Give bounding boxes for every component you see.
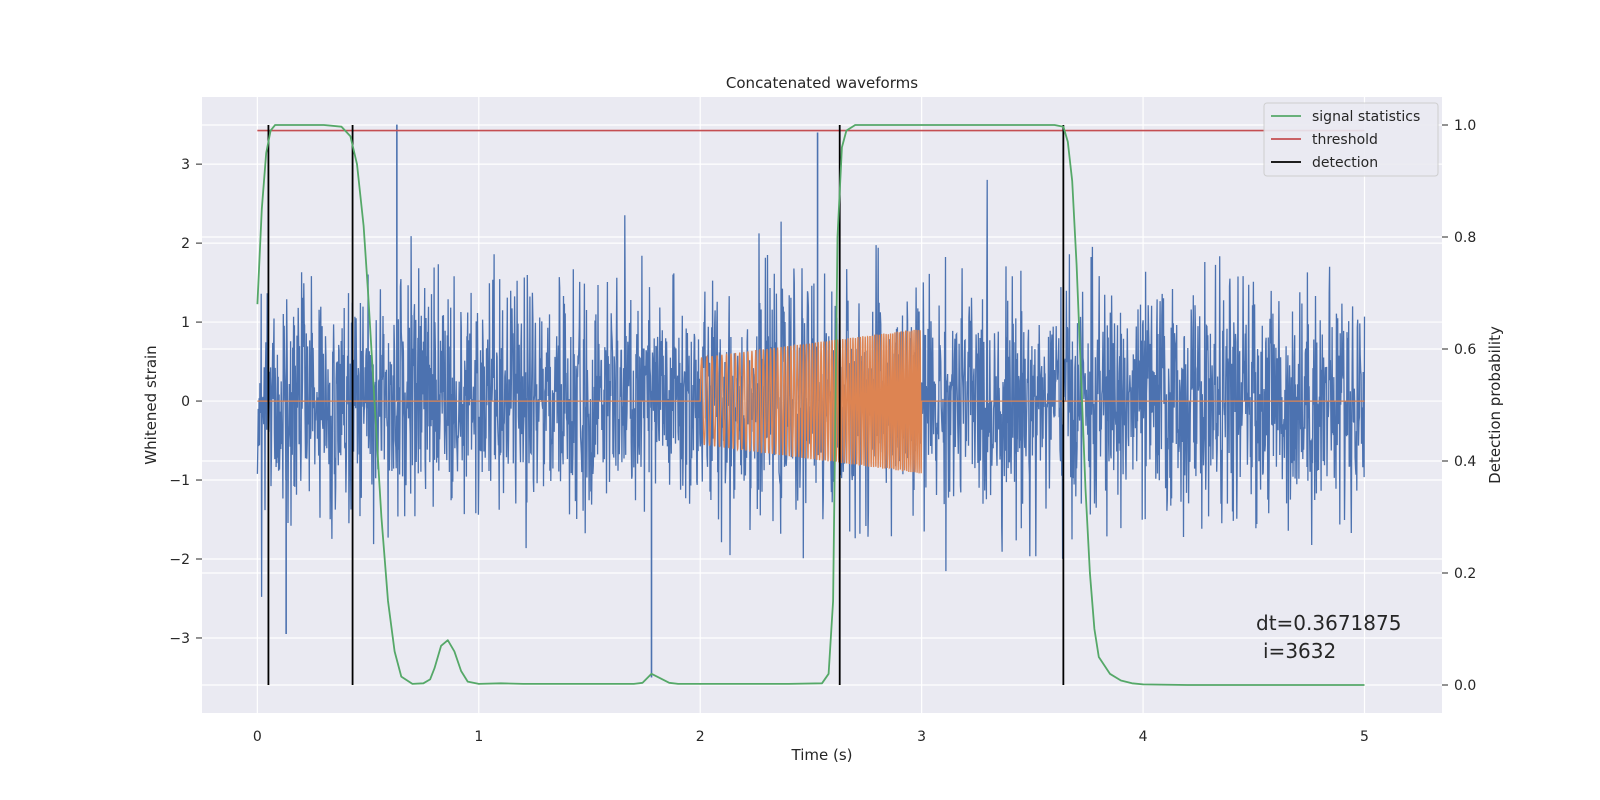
- x-tick-label: 2: [696, 729, 705, 745]
- y2-tick-label: 0.0: [1454, 678, 1476, 694]
- template-waveform-series: [257, 329, 1365, 474]
- y2-tick-label: 0.4: [1454, 454, 1476, 470]
- x-tick-label: 0: [253, 729, 262, 745]
- y-tick-label: 0: [181, 394, 190, 410]
- x-axis-ticks: 0 1 2 3 4 5: [253, 729, 1369, 745]
- y2-tick-label: 0.8: [1454, 230, 1476, 246]
- x-tick-label: 3: [917, 729, 926, 745]
- y-tick-label: −3: [169, 631, 190, 647]
- x-axis-label: Time (s): [791, 746, 853, 764]
- y-axis-label: Whitened strain: [142, 345, 160, 464]
- legend-label-signal-statistics: signal statistics: [1312, 109, 1420, 125]
- legend-label-detection: detection: [1312, 155, 1378, 171]
- y2-axis-ticks: 0.0 0.2 0.4 0.6 0.8 1.0: [1442, 118, 1476, 694]
- y-tick-label: 1: [181, 315, 190, 331]
- y2-axis-label: Detection probability: [1486, 326, 1504, 484]
- x-tick-label: 1: [474, 729, 483, 745]
- y2-tick-label: 0.6: [1454, 342, 1476, 358]
- signal-statistics-series: [256, 124, 1365, 686]
- annotation-i: i=3632: [1263, 639, 1336, 663]
- legend-label-threshold: threshold: [1312, 132, 1378, 148]
- y-tick-label: −1: [169, 473, 190, 489]
- x-tick-label: 5: [1360, 729, 1369, 745]
- legend-box: [1263, 102, 1439, 177]
- y2-tick-label: 1.0: [1454, 118, 1476, 134]
- y2-tick-label: 0.2: [1454, 566, 1476, 582]
- y-tick-label: −2: [169, 552, 190, 568]
- chart-title: Concatenated waveforms: [726, 74, 918, 92]
- detection-series: [267, 125, 1065, 685]
- x-tick-label: 4: [1139, 729, 1148, 745]
- legend: signal statistics threshold detection: [1263, 102, 1439, 177]
- template-line: [257, 329, 1365, 474]
- y-tick-label: 3: [181, 157, 190, 173]
- y-axis-ticks: −3 −2 −1 0 1 2 3: [169, 157, 202, 647]
- y-tick-label: 2: [181, 236, 190, 252]
- annotation-dt: dt=0.3671875: [1256, 611, 1401, 635]
- signal-statistics-line: [256, 124, 1365, 686]
